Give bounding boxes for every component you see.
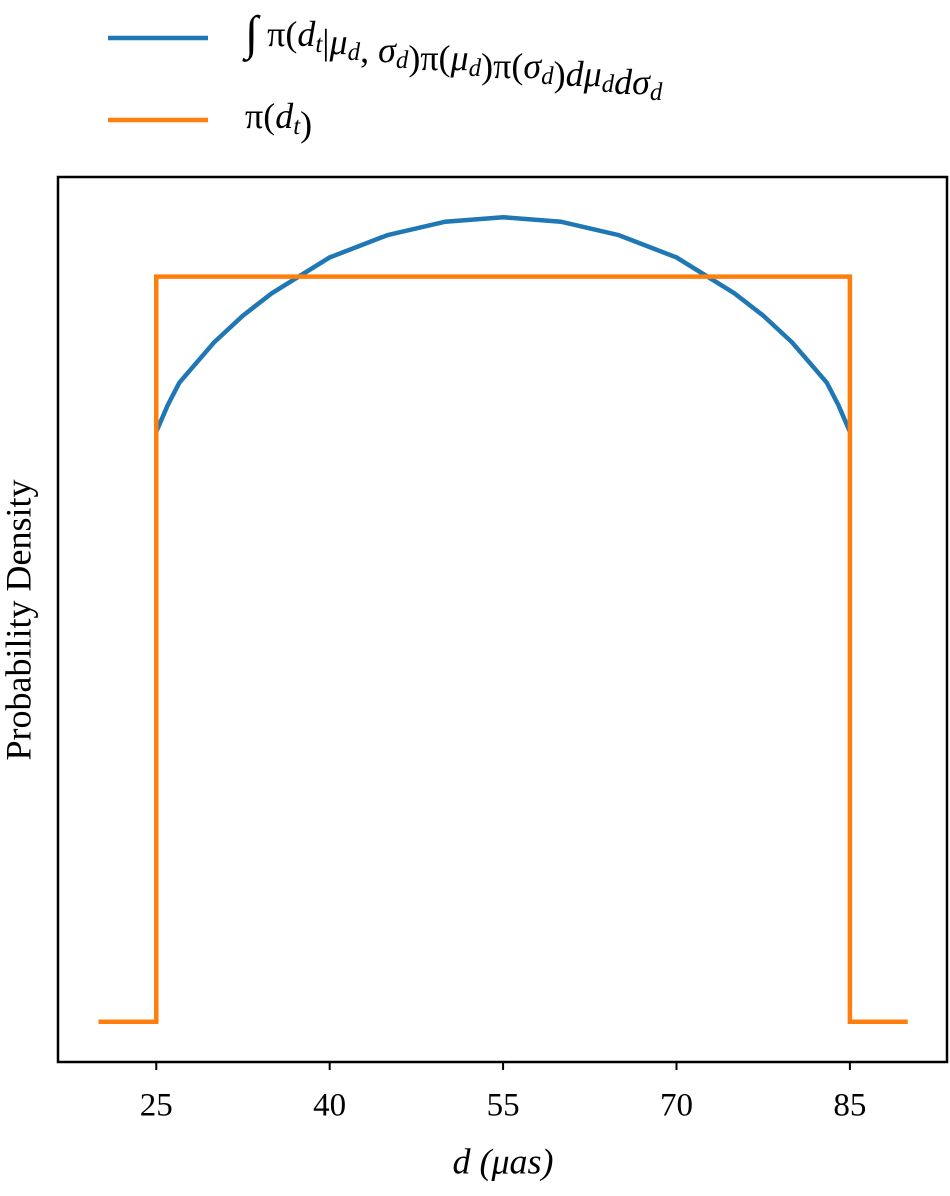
x-axis-label: d (μas) bbox=[452, 1141, 553, 1181]
series-line bbox=[154, 214, 852, 433]
x-tick-label: 40 bbox=[313, 1088, 346, 1124]
series-line bbox=[98, 274, 908, 1025]
x-tick-label: 85 bbox=[833, 1088, 866, 1124]
plot-frame bbox=[56, 175, 949, 1064]
legend-label: π(d_t) bbox=[245, 96, 312, 144]
x-tick-label: 55 bbox=[487, 1088, 520, 1124]
x-tick-label: 25 bbox=[140, 1088, 173, 1124]
legend-label: ∫ π(d_t|μ_d, σ_d)π(μ_d)π(σ_d)dμ_ddσ_d bbox=[242, 7, 663, 106]
y-axis-label: Probability Density bbox=[0, 480, 38, 761]
x-tick-label: 70 bbox=[660, 1088, 693, 1124]
